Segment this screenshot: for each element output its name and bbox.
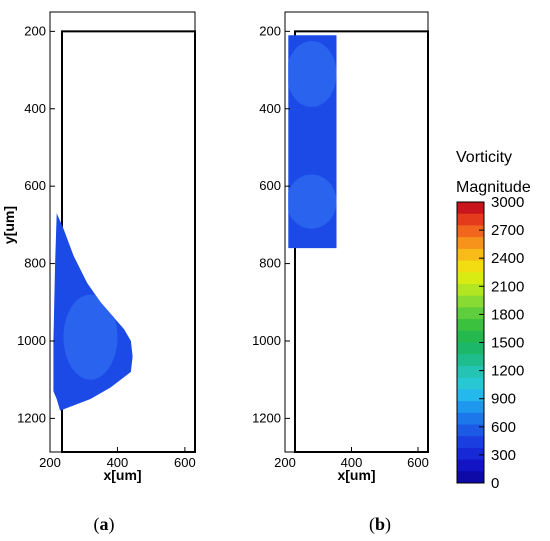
colorbar-segment xyxy=(457,436,484,449)
panel-caption-a: (a) xyxy=(94,514,115,535)
x-tick-label: 200 xyxy=(39,455,61,470)
y-tick-label: 1000 xyxy=(252,333,281,348)
y-tick-label: 800 xyxy=(24,256,46,271)
colorbar-segment xyxy=(457,401,484,414)
colorbar-segment xyxy=(457,412,484,425)
colorbar-segment xyxy=(457,342,484,355)
colorbar-segment xyxy=(457,225,484,238)
x-axis-label: x[um] xyxy=(103,467,141,483)
y-tick-label: 200 xyxy=(24,23,46,38)
colorbar-tick-label: 2700 xyxy=(491,222,524,239)
colorbar-segment xyxy=(457,237,484,250)
colorbar-tick-label: 600 xyxy=(491,419,516,436)
colorbar-segment xyxy=(457,202,484,215)
colorbar-segment xyxy=(457,330,484,343)
colorbar-segment xyxy=(457,447,484,461)
colorbar-segment xyxy=(457,248,484,262)
legend-title-line2: Magnitude xyxy=(456,179,531,196)
panel-caption-b: (b) xyxy=(369,514,391,535)
colorbar-segment xyxy=(457,377,484,390)
colorbar-tick-label: 1200 xyxy=(491,363,524,380)
panel-b: 200 400 600 800 1000 1200 200 400 600 x[um] xyxy=(252,11,429,483)
vorticity-contour-1 xyxy=(288,41,337,107)
colorbar-segment xyxy=(457,354,484,367)
captions: (a) (b) xyxy=(94,514,392,535)
y-tick-label: 800 xyxy=(259,256,281,271)
colorbar-tick-label: 2400 xyxy=(491,250,524,267)
x-axis-label: x[um] xyxy=(337,467,375,483)
legend-title-line1: Vorticity xyxy=(456,149,512,166)
colorbar-tick-label: 900 xyxy=(491,391,516,408)
colorbar-segment xyxy=(457,283,484,297)
y-tick-label: 1000 xyxy=(17,333,46,348)
colorbar-tick-label: 1500 xyxy=(491,335,524,352)
colorbar-segment xyxy=(457,459,484,472)
colorbar-segment xyxy=(457,213,484,226)
colorbar-segment xyxy=(457,424,484,437)
y-tick-label: 600 xyxy=(24,178,46,193)
panel-a: 200 400 600 800 1000 1200 200 400 600 x[um] y[um] xyxy=(1,11,196,483)
colorbar-segment xyxy=(457,319,484,332)
vorticity-contour-1 xyxy=(63,294,118,380)
y-axis-label: y[um] xyxy=(1,206,17,244)
x-tick-label: 400 xyxy=(107,455,129,470)
x-tick-label: 600 xyxy=(174,455,196,470)
y-tick-label: 400 xyxy=(24,101,46,116)
colorbar-tick-label: 0 xyxy=(491,475,499,492)
colorbar-segment xyxy=(457,389,484,402)
colorbar-legend: VorticityMagnitude3000270024002100180015… xyxy=(456,149,531,492)
colorbar-segment xyxy=(457,272,484,285)
colorbar-tick-label: 300 xyxy=(491,447,516,464)
colorbar-segment xyxy=(457,471,484,484)
colorbar-segment xyxy=(457,295,484,308)
y-tick-label: 1200 xyxy=(252,410,281,425)
colorbar-tick-label: 3000 xyxy=(491,194,524,211)
x-tick-label: 200 xyxy=(274,455,296,470)
colorbar-tick-label: 2100 xyxy=(491,278,524,295)
y-tick-label: 1200 xyxy=(17,410,46,425)
colorbar-tick-label: 1800 xyxy=(491,306,524,323)
y-tick-label: 200 xyxy=(259,23,281,38)
colorbar-segment xyxy=(457,307,484,320)
vorticity-contour-2 xyxy=(288,174,337,229)
colorbar-segment xyxy=(457,365,484,379)
x-tick-label: 400 xyxy=(341,455,363,470)
y-tick-label: 400 xyxy=(259,101,281,116)
y-tick-label: 600 xyxy=(259,178,281,193)
colorbar-segment xyxy=(457,260,484,273)
x-tick-label: 600 xyxy=(407,455,429,470)
